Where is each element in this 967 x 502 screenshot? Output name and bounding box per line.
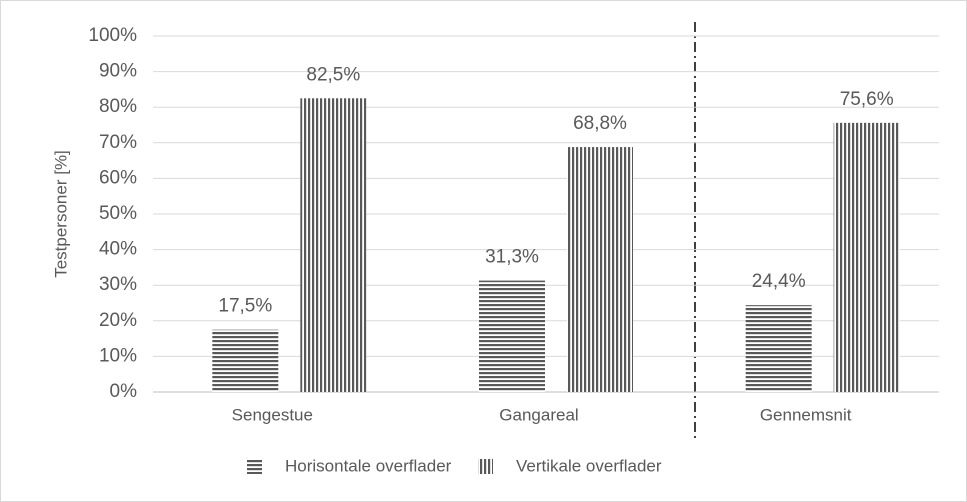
y-tick-label: 90% — [99, 61, 137, 82]
value-label: 75,6% — [840, 89, 894, 110]
bar — [479, 280, 545, 392]
value-label: 31,3% — [485, 247, 539, 268]
y-tick-label: 10% — [99, 345, 137, 366]
legend-label: Vertikale overflader — [516, 456, 662, 475]
y-tick-label: 60% — [99, 167, 137, 188]
y-tick-label: 50% — [99, 203, 137, 224]
x-tick-label: Gennemsnit — [760, 405, 852, 424]
legend-swatch — [247, 459, 262, 474]
value-label: 24,4% — [752, 271, 806, 292]
y-tick-label: 0% — [110, 381, 138, 402]
value-label: 82,5% — [306, 64, 360, 85]
y-tick-label: 80% — [99, 96, 137, 117]
bar — [833, 122, 900, 392]
legend-swatch — [478, 459, 493, 474]
x-tick-label: Gangareal — [499, 405, 578, 424]
legend-label: Horisontale overflader — [285, 456, 452, 475]
bar — [212, 329, 279, 392]
y-tick-label: 100% — [88, 25, 137, 46]
y-tick-label: 70% — [99, 132, 137, 153]
y-axis-label: Testpersoner [%] — [51, 150, 70, 278]
bar — [300, 98, 367, 393]
y-tick-label: 30% — [99, 274, 137, 295]
bar — [567, 147, 633, 392]
bar — [745, 305, 812, 392]
x-tick-label: Sengestue — [232, 405, 313, 424]
y-tick-label: 20% — [99, 310, 137, 331]
y-tick-label: 40% — [99, 239, 137, 260]
value-label: 17,5% — [218, 296, 272, 317]
value-label: 68,8% — [573, 113, 627, 134]
